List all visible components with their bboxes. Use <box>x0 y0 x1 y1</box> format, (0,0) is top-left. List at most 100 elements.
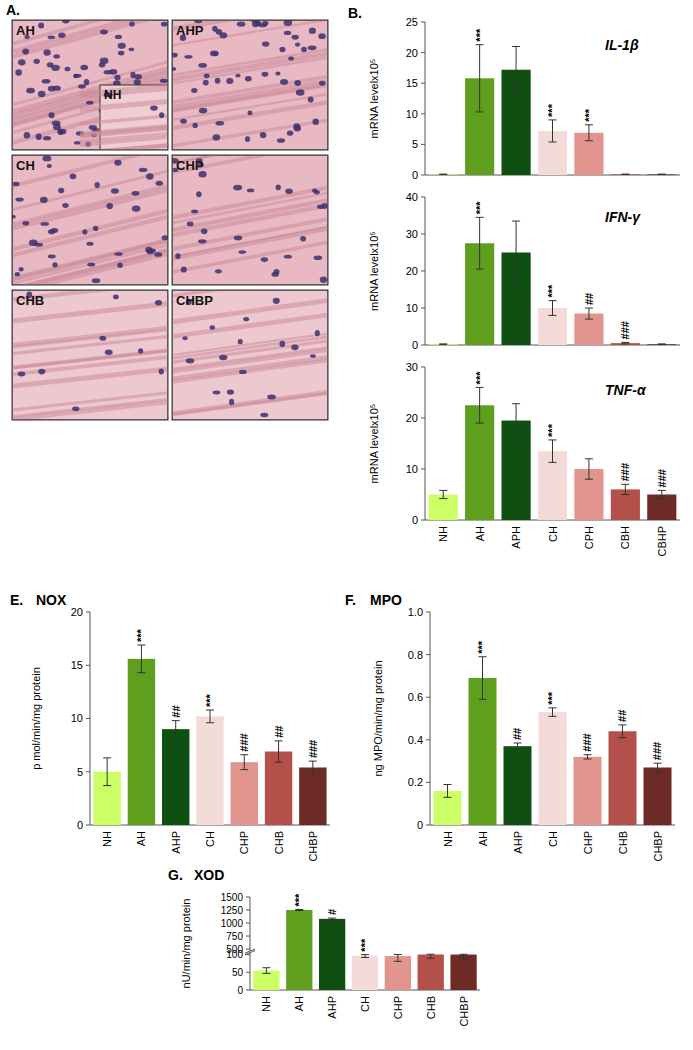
tissue-nucleus <box>58 129 66 135</box>
tissue-nucleus <box>215 269 222 273</box>
tissue-nucleus <box>84 79 90 85</box>
tissue-nucleus <box>52 262 57 267</box>
y-tick-label: 20 <box>406 412 418 424</box>
error-bar <box>658 174 666 175</box>
bar <box>319 919 345 990</box>
error-bar-cap <box>439 498 447 499</box>
bar-chart: G.XODnU/min/mg protein050100500750100012… <box>168 867 480 1027</box>
y-tick-label: 750 <box>226 931 243 942</box>
y-tick <box>246 949 250 950</box>
y-tick-label: 500 <box>226 944 243 955</box>
y-tick <box>421 345 425 346</box>
error-bar <box>658 343 666 345</box>
tissue-nucleus <box>118 43 126 49</box>
tissue-fiber <box>80 143 168 150</box>
tissue-nucleus <box>138 348 143 353</box>
tile-frame <box>172 20 328 150</box>
tissue-nucleus <box>58 33 65 38</box>
panel-label: G. <box>168 867 183 883</box>
tissue-nucleus <box>53 124 61 130</box>
tile-label: AHP <box>176 23 204 38</box>
y-tick-label: 0.2 <box>408 776 423 788</box>
tissue-nucleus <box>100 30 108 35</box>
tissue-nucleus <box>172 67 176 71</box>
significance-mark: ## <box>583 293 595 305</box>
error-bar-cap <box>206 709 214 710</box>
bars <box>434 657 672 825</box>
tissue-nucleus <box>118 51 125 56</box>
significance-mark: # <box>326 909 338 915</box>
tissue-fiber <box>12 20 168 49</box>
y-axis: 050100500750100012501500 <box>221 892 255 996</box>
bar <box>128 659 155 825</box>
tissue-nucleus <box>262 42 270 47</box>
y-tick-label: 50 <box>232 967 244 978</box>
tissue-nucleus <box>215 121 224 126</box>
tissue-nucleus <box>287 131 293 136</box>
y-tick-label: 40 <box>406 191 418 203</box>
tissue-nucleus <box>300 236 306 242</box>
tissue-fiber <box>80 101 168 111</box>
significance-mark: ## <box>512 728 524 740</box>
tissue-nucleus <box>212 134 220 140</box>
x-tick-label: CHBP <box>458 996 470 1027</box>
error-bar-line <box>443 490 444 498</box>
y-axis: 05101520 <box>71 606 90 831</box>
tissue-nucleus <box>86 242 93 246</box>
error-bar-cap <box>137 645 145 646</box>
error-bar-cap <box>584 754 592 755</box>
tissue-nucleus <box>308 96 314 102</box>
tissue-nucleus <box>87 262 95 266</box>
tissue-nucleus <box>18 59 26 65</box>
error-bar-cap <box>427 958 435 959</box>
tissue-nucleus <box>154 252 162 257</box>
error-bar <box>262 968 270 974</box>
tissue-nucleus <box>198 239 206 243</box>
histology-tile <box>172 20 328 150</box>
tissue-nucleus <box>318 33 325 39</box>
tissue-nucleus <box>38 22 44 28</box>
y-tick-label: 30 <box>406 228 418 240</box>
error-bar-line <box>312 761 313 774</box>
tissue-nucleus <box>94 182 99 188</box>
tissue-nucleus <box>99 336 106 341</box>
error-bar-cap <box>549 315 557 316</box>
error-bar <box>621 174 629 175</box>
tissue-nucleus <box>24 132 30 139</box>
tissue-nucleus <box>213 391 221 395</box>
error-bar-cap <box>512 283 520 284</box>
tissue-fiber <box>172 312 328 339</box>
tissue-nucleus <box>145 247 152 253</box>
tissue-nucleus <box>309 27 316 33</box>
y-tick <box>421 271 425 272</box>
y-tick-label: 15 <box>406 77 418 89</box>
bar <box>504 746 532 825</box>
tissue-nucleus <box>308 45 317 50</box>
tissue-nucleus <box>219 32 227 38</box>
error-bar-cap <box>658 174 666 175</box>
error-bar-cap <box>585 308 593 309</box>
tissue-nucleus <box>70 173 77 179</box>
error-bar-line <box>552 120 553 142</box>
bar-chart: IFN-γmRNA levelx10⁵010203040******##### <box>368 191 680 351</box>
tissue-nucleus <box>294 80 301 86</box>
error-bar <box>476 45 484 112</box>
error-bar <box>439 490 447 498</box>
y-tick <box>421 113 425 114</box>
error-bar <box>240 755 248 770</box>
tissue-fiber <box>172 189 328 227</box>
tissue-nucleus <box>210 325 215 330</box>
tissue-nucleus <box>19 267 24 272</box>
tissue-nucleus <box>285 189 293 194</box>
tissue-fiber <box>172 331 328 358</box>
tissue-nucleus <box>104 70 113 74</box>
y-tick <box>426 782 430 783</box>
significance-mark: *** <box>547 103 559 117</box>
tissue-nucleus <box>315 330 320 336</box>
error-bar-cap <box>658 343 666 344</box>
significance-mark: ### <box>307 740 319 758</box>
tissue-nucleus <box>204 73 210 78</box>
significance-mark: ### <box>652 742 664 760</box>
error-bar <box>476 387 484 423</box>
y-tick-label: 0 <box>412 169 418 181</box>
